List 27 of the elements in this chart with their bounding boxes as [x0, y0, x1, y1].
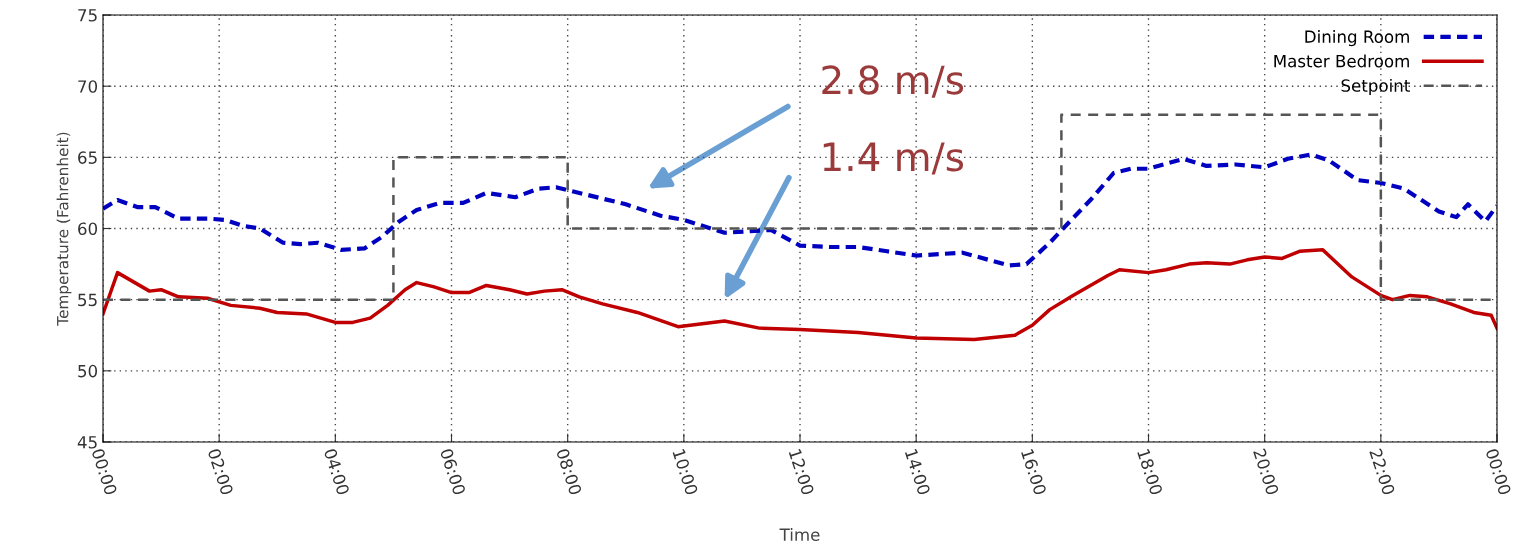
y-tick-label: 45 [77, 436, 97, 449]
x-tick-label: 08:00 [555, 447, 583, 496]
y-tick-label: 55 [78, 293, 97, 307]
legend-label: Master Bedroom [1274, 54, 1409, 68]
x-tick-label: 02:00 [207, 447, 234, 496]
annotation: 2.8 m/s [822, 65, 964, 98]
y-tick-label: 70 [78, 80, 98, 93]
x-tick-label: 16:00 [1020, 448, 1047, 496]
legend-label: Setpoint [1341, 78, 1410, 96]
x-tick-label: 06:00 [439, 447, 466, 496]
x-tick-label: 18:00 [1137, 448, 1163, 496]
x-tick-label: 00:00 [1485, 447, 1512, 496]
y-tick-label: 65 [78, 151, 97, 164]
y-axis-title: Temperature (Fahrenheit) [56, 132, 72, 326]
x-tick-label: 12:00 [788, 448, 815, 496]
y-tick-label: 50 [78, 364, 98, 378]
x-tick-label: 10:00 [672, 448, 699, 496]
x-tick-label: 20:00 [1253, 448, 1280, 496]
x-axis-title: Time [779, 528, 820, 541]
x-tick-label: 14:00 [904, 448, 931, 496]
legend-label: Dining Room [1305, 30, 1409, 47]
x-tick-label: 04:00 [323, 447, 350, 496]
y-tick-label: 60 [78, 222, 98, 236]
annotation: 1.4 m/s [823, 142, 964, 175]
line-series [103, 248, 1498, 342]
y-tick-label: 75 [78, 9, 97, 22]
x-tick-label: 22:00 [1369, 448, 1396, 496]
